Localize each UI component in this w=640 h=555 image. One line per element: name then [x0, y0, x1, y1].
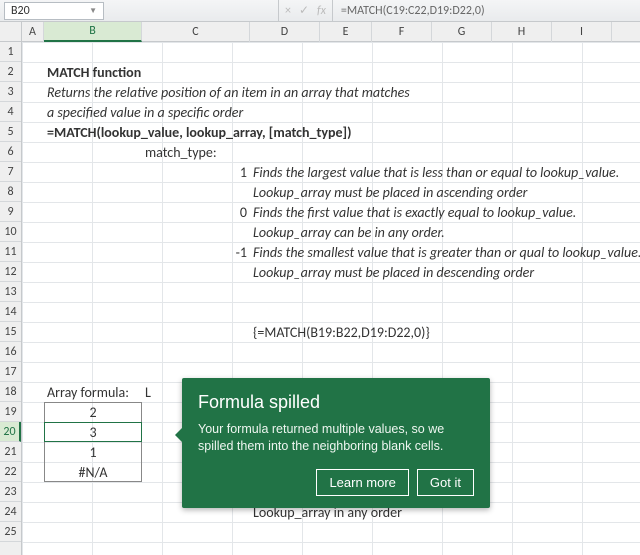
row-header-24[interactable]: 24 — [0, 502, 21, 522]
cell-B4[interactable]: a specified value in a specific order — [44, 102, 246, 122]
row-header-1[interactable]: 1 — [0, 42, 21, 62]
row-header-5[interactable]: 5 — [0, 122, 21, 142]
cell-C9[interactable]: 0 — [142, 202, 250, 222]
formula-bar[interactable]: =MATCH(C19:C22,D19:D22,0) — [333, 4, 640, 18]
callout-pointer — [175, 428, 182, 442]
row-header-15[interactable]: 15 — [0, 322, 21, 342]
cell-B5[interactable]: =MATCH(lookup_value, lookup_array, [matc… — [44, 122, 354, 142]
row-headers: 1234567891011121314151617181920212223242… — [0, 42, 22, 555]
row-header-23[interactable]: 23 — [0, 482, 21, 502]
row-header-20[interactable]: 20 — [0, 422, 21, 442]
cell-grid[interactable]: Lookup_array in any order#N/A132LArray f… — [22, 42, 640, 555]
row-header-13[interactable]: 13 — [0, 282, 21, 302]
learn-more-button[interactable]: Learn more — [316, 469, 408, 496]
cell-B19[interactable]: 2 — [44, 402, 142, 422]
column-header-A[interactable]: A — [22, 22, 44, 42]
row-header-21[interactable]: 21 — [0, 442, 21, 462]
column-header-F[interactable]: F — [372, 22, 432, 42]
cell-B18[interactable]: Array formula: — [44, 382, 132, 402]
row-header-4[interactable]: 4 — [0, 102, 21, 122]
chevron-down-icon[interactable]: ▼ — [89, 6, 97, 16]
enter-icon[interactable]: ✓ — [299, 3, 309, 18]
name-box-value: B20 — [11, 4, 30, 18]
column-header-C[interactable]: C — [142, 22, 250, 42]
row-header-16[interactable]: 16 — [0, 342, 21, 362]
cell-B22[interactable]: #N/A — [44, 462, 142, 482]
row-header-14[interactable]: 14 — [0, 302, 21, 322]
cell-D11[interactable]: Finds the smallest value that is greater… — [250, 242, 640, 262]
column-header-H[interactable]: H — [492, 22, 552, 42]
row-header-2[interactable]: 2 — [0, 62, 21, 82]
row-header-8[interactable]: 8 — [0, 182, 21, 202]
cell-C18[interactable]: L — [142, 382, 154, 402]
fx-icon[interactable]: fx — [317, 4, 326, 18]
column-header-G[interactable]: G — [432, 22, 492, 42]
row-header-12[interactable]: 12 — [0, 262, 21, 282]
cell-C6[interactable]: match_type: — [142, 142, 220, 162]
cell-B2[interactable]: MATCH function — [44, 62, 144, 82]
cancel-icon[interactable]: × — [285, 4, 291, 18]
cell-B20[interactable]: 3 — [44, 422, 142, 442]
row-header-18[interactable]: 18 — [0, 382, 21, 402]
column-header-I[interactable]: I — [552, 22, 612, 42]
cell-D9[interactable]: Finds the first value that is exactly eq… — [250, 202, 579, 222]
row-header-19[interactable]: 19 — [0, 402, 21, 422]
row-header-6[interactable]: 6 — [0, 142, 21, 162]
row-header-7[interactable]: 7 — [0, 162, 21, 182]
column-header-D[interactable]: D — [250, 22, 320, 42]
cell-D10[interactable]: Lookup_array can be in any order. — [250, 222, 448, 242]
select-all-corner[interactable] — [0, 22, 22, 42]
cell-B21[interactable]: 1 — [44, 442, 142, 462]
cell-D15[interactable]: {=MATCH(B19:B22,D19:D22,0)} — [250, 322, 433, 342]
row-header-25[interactable]: 25 — [0, 522, 21, 542]
row-header-17[interactable]: 17 — [0, 362, 21, 382]
name-box[interactable]: B20 ▼ — [4, 2, 104, 20]
cell-D8[interactable]: Lookup_array must be placed in ascending… — [250, 182, 530, 202]
column-header-B[interactable]: B — [44, 22, 142, 42]
callout-title: Formula spilled — [198, 392, 474, 413]
row-header-22[interactable]: 22 — [0, 462, 21, 482]
worksheet: ABCDEFGHI 123456789101112131415161718192… — [0, 22, 640, 555]
cell-B3[interactable]: Returns the relative position of an item… — [44, 82, 413, 102]
cell-C11[interactable]: -1 — [142, 242, 250, 262]
column-header-E[interactable]: E — [320, 22, 372, 42]
cell-C7[interactable]: 1 — [142, 162, 250, 182]
row-header-3[interactable]: 3 — [0, 82, 21, 102]
column-headers: ABCDEFGHI — [22, 22, 640, 42]
cell-D12[interactable]: Lookup_array must be placed in descendin… — [250, 262, 537, 282]
row-header-9[interactable]: 9 — [0, 202, 21, 222]
row-header-11[interactable]: 11 — [0, 242, 21, 262]
fbar-controls: × ✓ fx — [278, 0, 333, 21]
spill-callout: Formula spilled Your formula returned mu… — [182, 378, 490, 508]
cell-D7[interactable]: Finds the largest value that is less tha… — [250, 162, 622, 182]
formula-bar-row: B20 ▼ × ✓ fx =MATCH(C19:C22,D19:D22,0) — [0, 0, 640, 22]
row-header-10[interactable]: 10 — [0, 222, 21, 242]
got-it-button[interactable]: Got it — [417, 469, 474, 496]
callout-body: Your formula returned multiple values, s… — [198, 421, 474, 455]
